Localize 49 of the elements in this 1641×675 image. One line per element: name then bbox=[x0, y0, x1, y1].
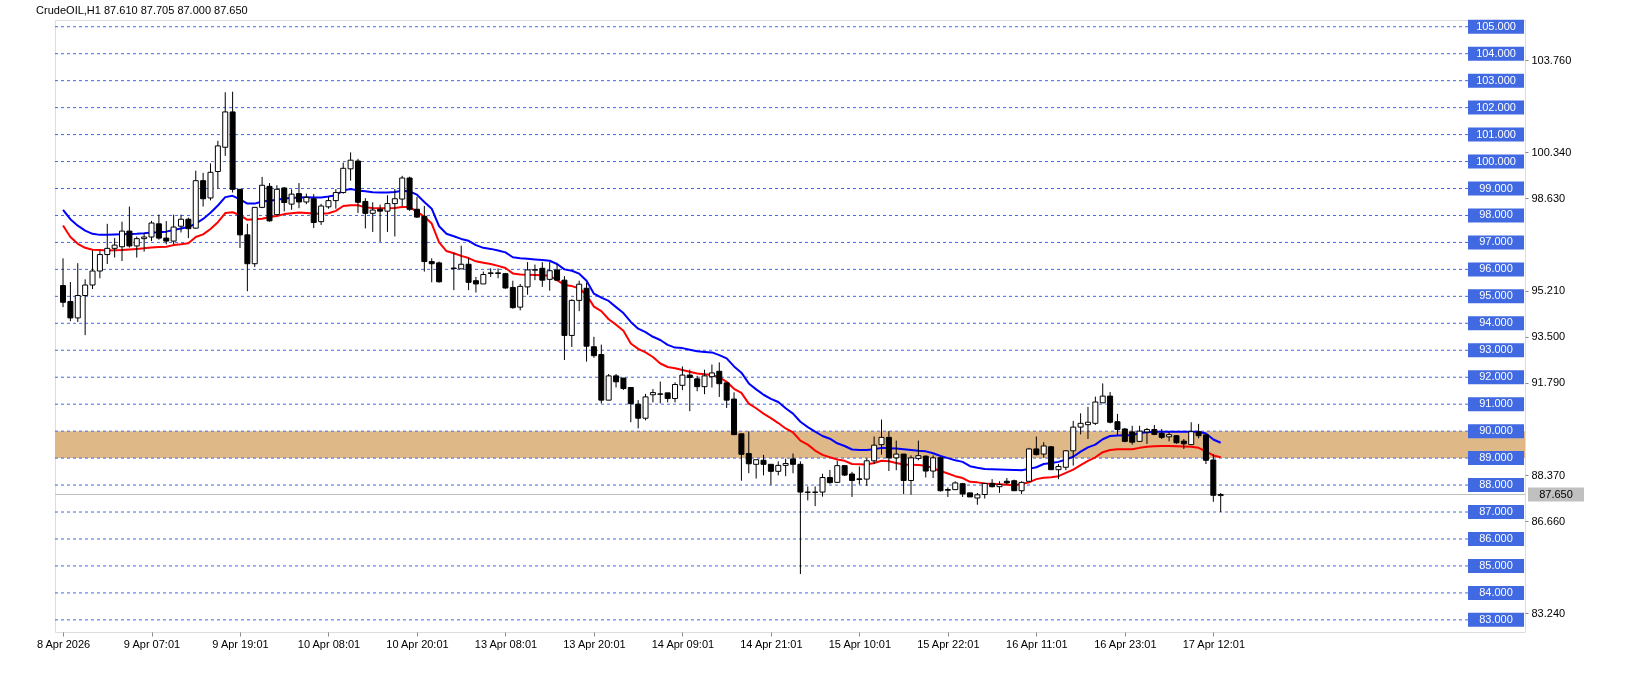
ref-line-label: 98.000 bbox=[1479, 208, 1513, 221]
x-tick-label: 9 Apr 19:01 bbox=[212, 637, 269, 650]
x-tick-label: 17 Apr 12:01 bbox=[1182, 637, 1246, 650]
ref-line-label: 105.000 bbox=[1476, 19, 1516, 32]
y-tick-label: 88.370 bbox=[1531, 468, 1566, 481]
chart-title: CrudeOIL,H1 87.610 87.705 87.000 87.650 bbox=[36, 3, 248, 16]
ref-line-label: 84.000 bbox=[1479, 585, 1513, 598]
x-tick-label: 16 Apr 11:01 bbox=[1006, 637, 1068, 650]
ref-line-label: 92.000 bbox=[1479, 370, 1513, 383]
ref-line-label: 86.000 bbox=[1479, 531, 1513, 544]
x-tick-label: 14 Apr 21:01 bbox=[740, 637, 803, 650]
ref-line-label: 100.000 bbox=[1476, 154, 1516, 167]
ref-line-label: 101.000 bbox=[1476, 127, 1516, 140]
ref-line-label: 97.000 bbox=[1479, 235, 1513, 248]
x-tick-label: 14 Apr 09:01 bbox=[651, 637, 715, 650]
x-tick-label: 15 Apr 10:01 bbox=[828, 637, 892, 650]
y-tick-label: 103.760 bbox=[1531, 53, 1572, 66]
y-tick-label: 83.240 bbox=[1531, 606, 1566, 619]
ref-line-label: 90.000 bbox=[1479, 424, 1513, 437]
x-tick-label: 9 Apr 07:01 bbox=[123, 637, 181, 650]
ref-line-label: 95.000 bbox=[1479, 289, 1513, 302]
ref-line-label: 91.000 bbox=[1479, 397, 1513, 410]
x-tick-label: 15 Apr 22:01 bbox=[917, 637, 980, 650]
y-tick-label: 95.210 bbox=[1531, 284, 1566, 297]
y-tick-label: 93.500 bbox=[1531, 330, 1566, 343]
ref-line-label: 93.000 bbox=[1479, 343, 1513, 356]
ref-line-label: 85.000 bbox=[1479, 558, 1513, 571]
ref-line-label: 87.000 bbox=[1479, 505, 1513, 518]
ref-line-label: 96.000 bbox=[1479, 262, 1513, 275]
ref-line-label: 104.000 bbox=[1476, 46, 1516, 59]
x-tick-label: 10 Apr 08:01 bbox=[297, 637, 361, 650]
ref-line-label: 103.000 bbox=[1476, 73, 1516, 86]
ref-line-label: 94.000 bbox=[1479, 316, 1513, 329]
ref-line-label: 102.000 bbox=[1476, 100, 1516, 113]
x-tick-label: 10 Apr 20:01 bbox=[386, 637, 449, 650]
ref-line-label: 89.000 bbox=[1479, 451, 1513, 464]
y-tick-label: 86.660 bbox=[1531, 514, 1566, 527]
x-tick-label: 13 Apr 08:01 bbox=[474, 637, 538, 650]
y-tick-label: 98.630 bbox=[1531, 191, 1566, 204]
y-tick-label: 91.790 bbox=[1531, 376, 1566, 389]
ref-line-label: 87.650 bbox=[1539, 487, 1573, 500]
candlestick bbox=[1217, 492, 1224, 513]
x-tick-label: 16 Apr 23:01 bbox=[1094, 637, 1157, 650]
x-tick-label: 13 Apr 20:01 bbox=[563, 637, 626, 650]
ref-line-label: 99.000 bbox=[1479, 181, 1513, 194]
ref-line-label: 88.000 bbox=[1479, 478, 1513, 491]
ref-line-label: 83.000 bbox=[1479, 612, 1513, 625]
x-tick-label: 8 Apr 2026 bbox=[36, 637, 91, 650]
y-tick-label: 100.340 bbox=[1531, 145, 1572, 158]
